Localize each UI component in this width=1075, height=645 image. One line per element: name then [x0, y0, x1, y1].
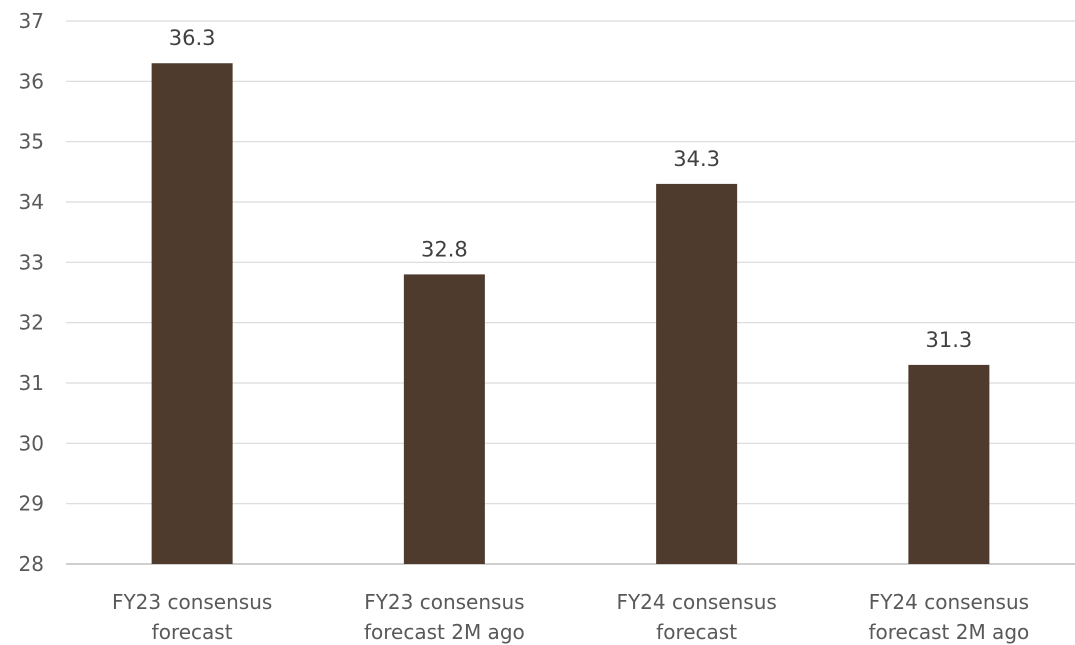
- x-category-label: forecast 2M ago: [364, 620, 525, 644]
- x-category-label: FY23 consensus: [364, 590, 524, 614]
- bar: [403, 274, 485, 564]
- y-tick-label: 31: [19, 371, 44, 395]
- y-tick-label: 32: [19, 311, 44, 335]
- y-tick-label: 28: [19, 552, 44, 576]
- gridlines: [66, 20, 1075, 565]
- y-tick-label: 35: [19, 130, 44, 154]
- x-category-label: FY24 consensus: [616, 590, 776, 614]
- y-axis-tick-labels: 28 29 30 31 32 33 34 35 36 37: [19, 9, 44, 576]
- x-category-label: FY23 consensus: [112, 590, 272, 614]
- x-category-label: forecast: [152, 620, 233, 644]
- y-tick-label: 33: [19, 250, 44, 274]
- data-labels: 36.3 32.8 34.3 31.3: [169, 26, 973, 352]
- x-category-label: forecast 2M ago: [868, 620, 1029, 644]
- bar-value-label: 31.3: [925, 328, 972, 352]
- y-tick-label: 30: [19, 431, 44, 455]
- x-axis-category-labels: FY23 consensus forecast FY23 consensus fore…: [112, 590, 1029, 644]
- bar: [656, 183, 738, 564]
- bar: [151, 63, 233, 564]
- bar-value-label: 34.3: [673, 147, 720, 171]
- y-tick-label: 37: [19, 9, 44, 33]
- bar: [908, 364, 990, 564]
- y-tick-label: 36: [19, 69, 44, 93]
- x-category-label: FY24 consensus: [869, 590, 1029, 614]
- bar-value-label: 36.3: [169, 26, 216, 50]
- y-tick-label: 29: [19, 492, 44, 516]
- x-category-label: forecast: [656, 620, 737, 644]
- bars: [151, 63, 990, 564]
- y-tick-label: 34: [19, 190, 44, 214]
- bar-value-label: 32.8: [421, 237, 468, 261]
